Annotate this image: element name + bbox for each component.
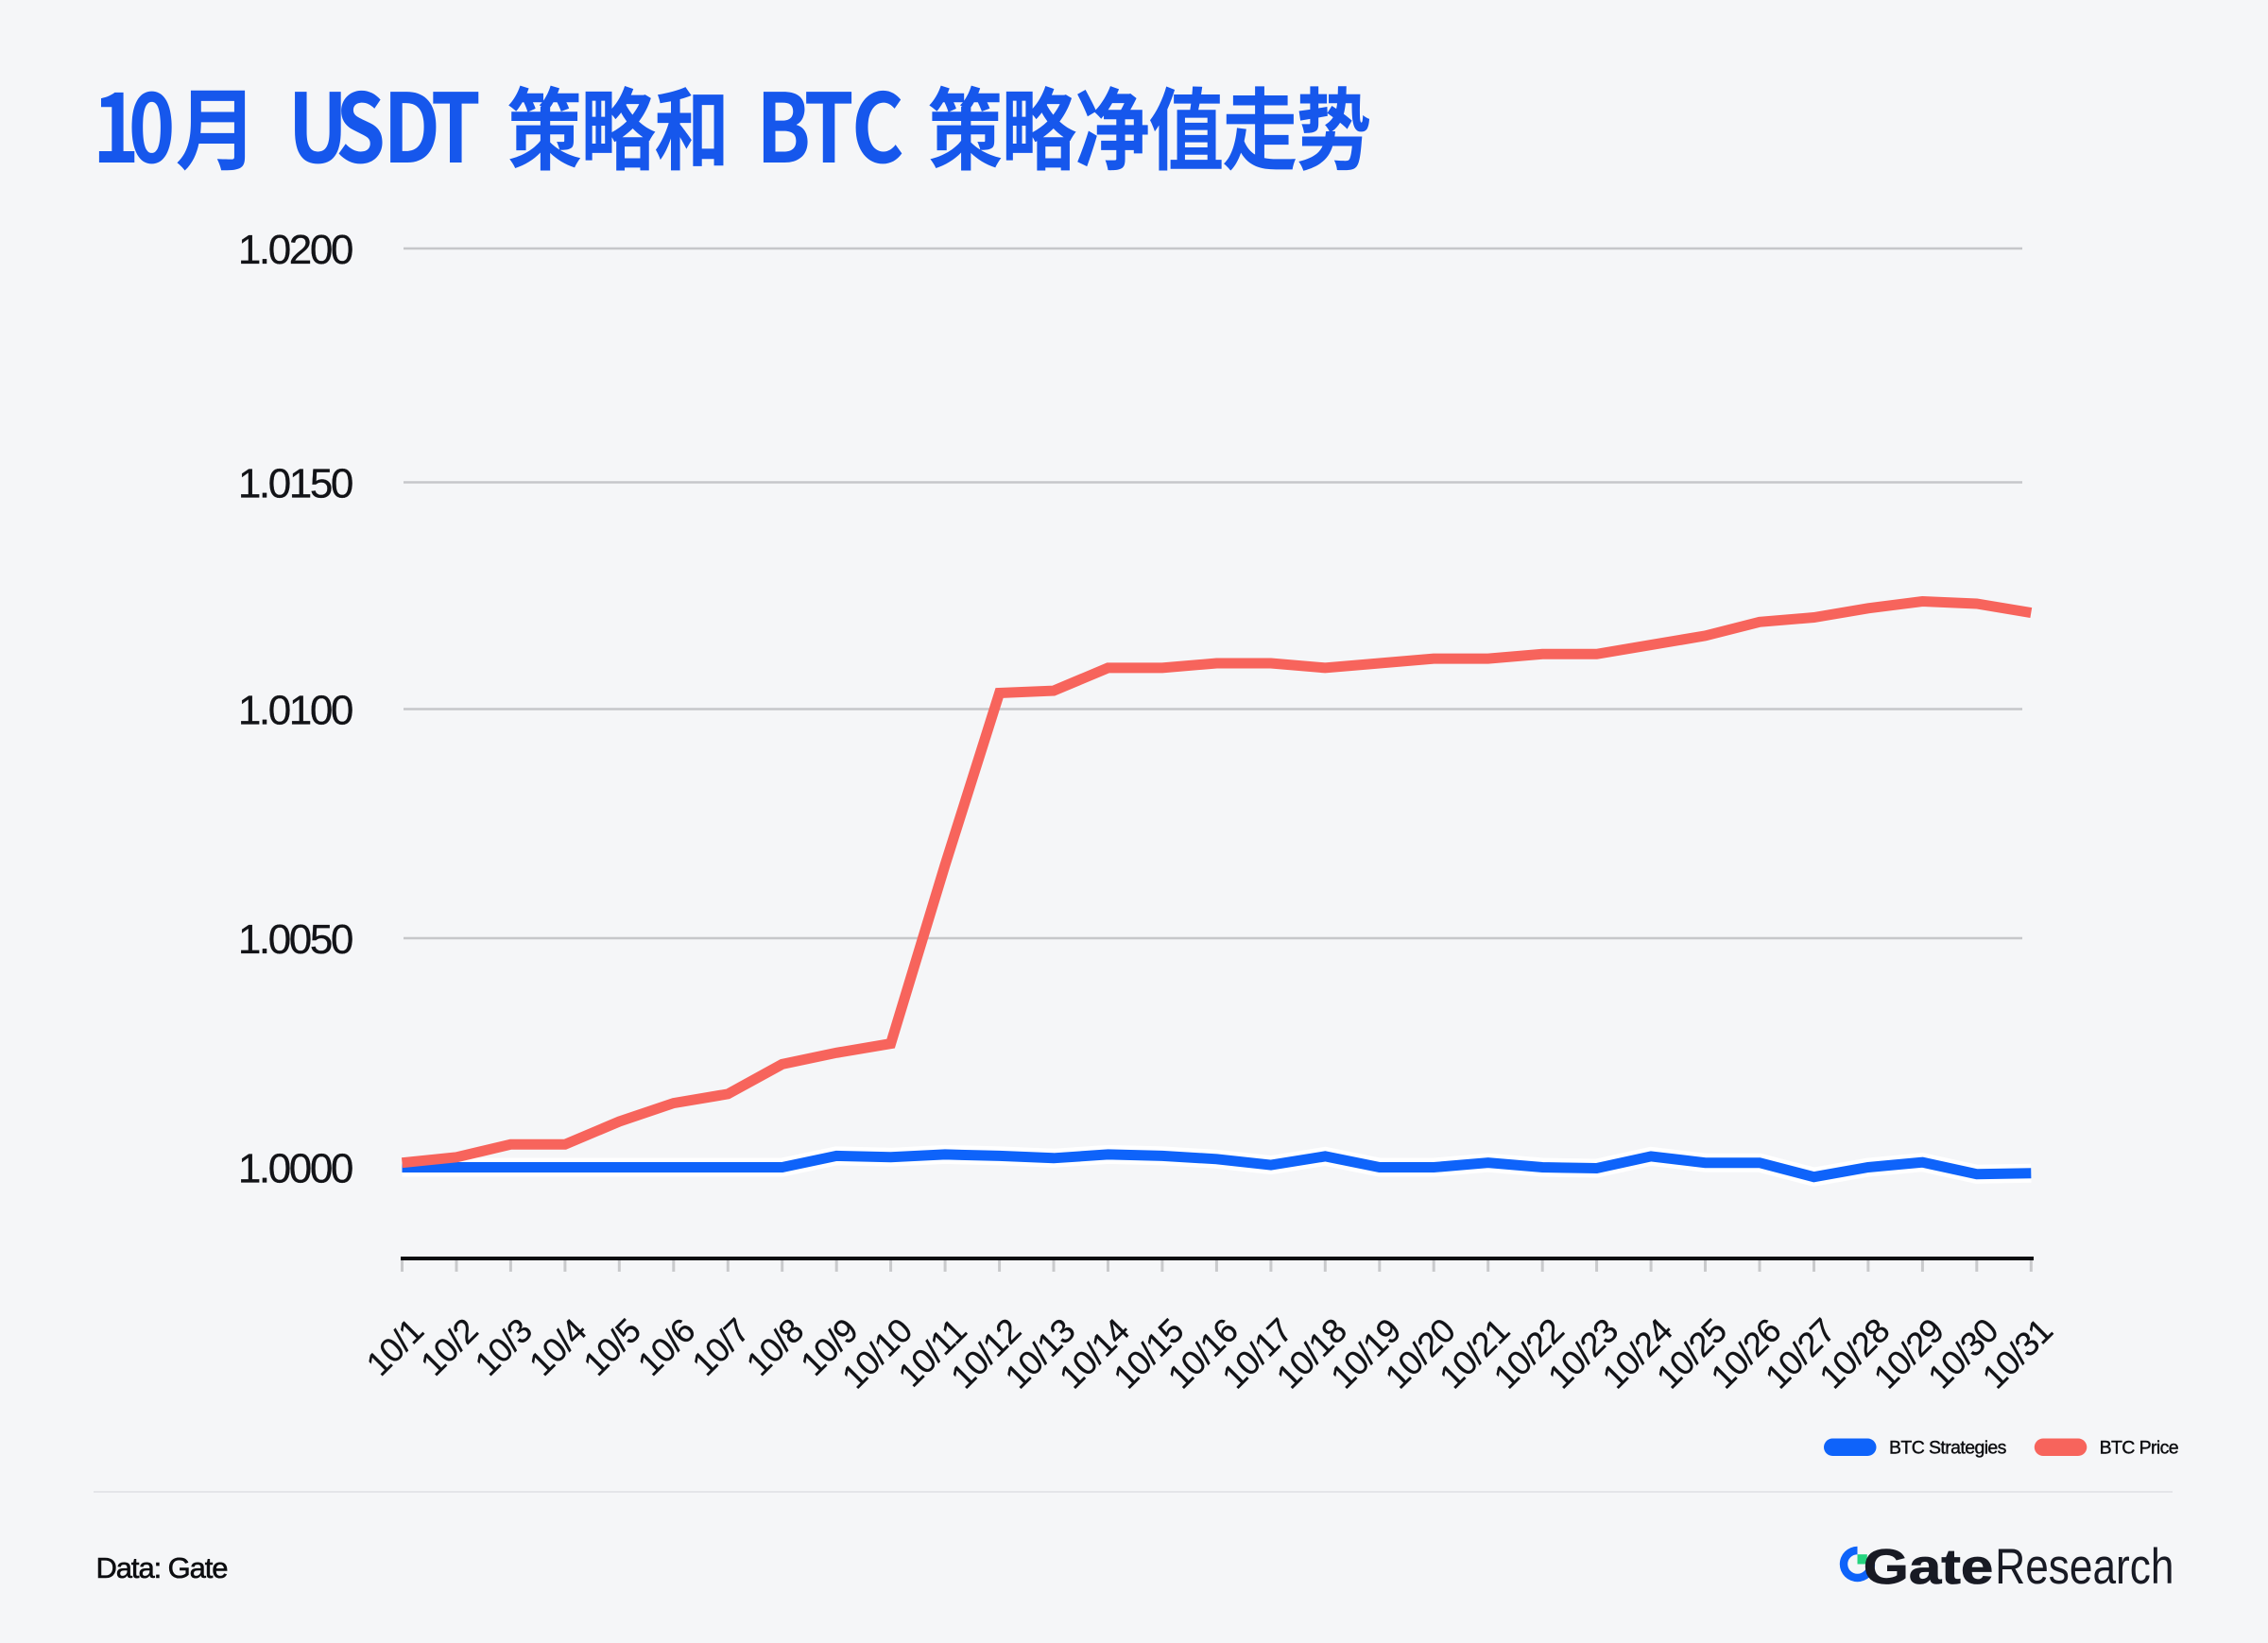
svg-text:1.0150: 1.0150 (238, 461, 352, 507)
svg-text:Research: Research (1995, 1539, 2174, 1595)
svg-text:1.0100: 1.0100 (238, 688, 352, 734)
svg-text:Data: Gate: Data: Gate (96, 1551, 228, 1584)
svg-text:1.0050: 1.0050 (238, 916, 352, 963)
svg-text:BTC Strategies: BTC Strategies (1889, 1438, 2007, 1459)
svg-text:1.0000: 1.0000 (238, 1146, 352, 1192)
svg-text:BTC Price: BTC Price (2100, 1438, 2178, 1459)
svg-text:Gate: Gate (1864, 1540, 1994, 1595)
svg-text:1.0200: 1.0200 (238, 227, 352, 273)
